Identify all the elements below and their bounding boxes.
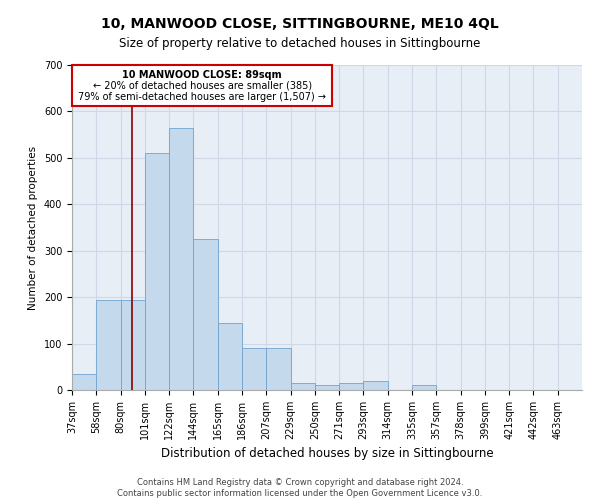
Text: 10, MANWOOD CLOSE, SITTINGBOURNE, ME10 4QL: 10, MANWOOD CLOSE, SITTINGBOURNE, ME10 4…: [101, 18, 499, 32]
Y-axis label: Number of detached properties: Number of detached properties: [28, 146, 38, 310]
Bar: [290, 383, 315, 390]
Bar: [339, 383, 364, 390]
Bar: [364, 380, 388, 390]
Bar: [72, 65, 332, 106]
Bar: [218, 322, 242, 390]
Bar: [145, 153, 169, 390]
Text: ← 20% of detached houses are smaller (385): ← 20% of detached houses are smaller (38…: [92, 80, 311, 90]
Bar: [315, 386, 339, 390]
Bar: [242, 348, 266, 390]
Bar: [193, 239, 218, 390]
Bar: [169, 128, 193, 390]
Text: Contains HM Land Registry data © Crown copyright and database right 2024.
Contai: Contains HM Land Registry data © Crown c…: [118, 478, 482, 498]
Bar: [121, 300, 145, 390]
X-axis label: Distribution of detached houses by size in Sittingbourne: Distribution of detached houses by size …: [161, 448, 493, 460]
Bar: [266, 348, 290, 390]
Bar: [96, 300, 121, 390]
Bar: [72, 374, 96, 390]
Text: Size of property relative to detached houses in Sittingbourne: Size of property relative to detached ho…: [119, 38, 481, 51]
Text: 79% of semi-detached houses are larger (1,507) →: 79% of semi-detached houses are larger (…: [78, 92, 326, 102]
Bar: [412, 386, 436, 390]
Text: 10 MANWOOD CLOSE: 89sqm: 10 MANWOOD CLOSE: 89sqm: [122, 70, 282, 80]
